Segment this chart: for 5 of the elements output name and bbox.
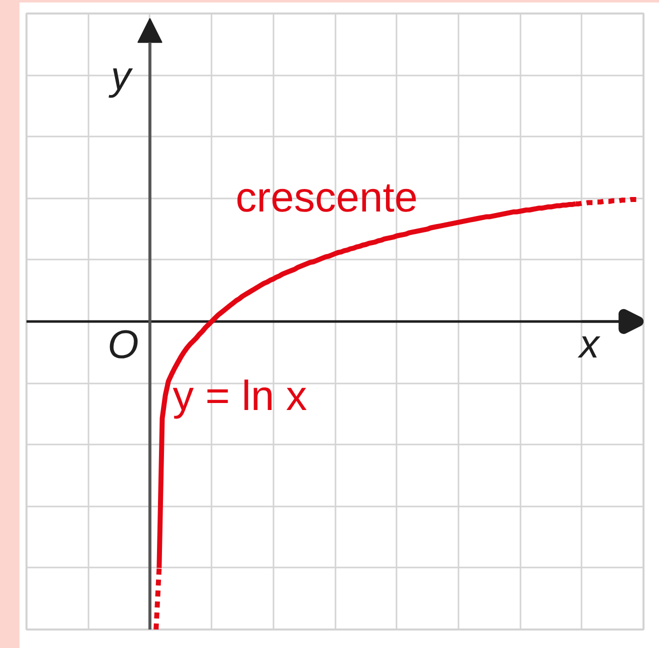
x-axis-title: x <box>577 322 602 366</box>
series-label: y = ln x <box>172 372 307 419</box>
text: O <box>108 322 139 367</box>
y-axis-title: y <box>108 54 134 98</box>
annotation: crescente <box>236 174 418 221</box>
